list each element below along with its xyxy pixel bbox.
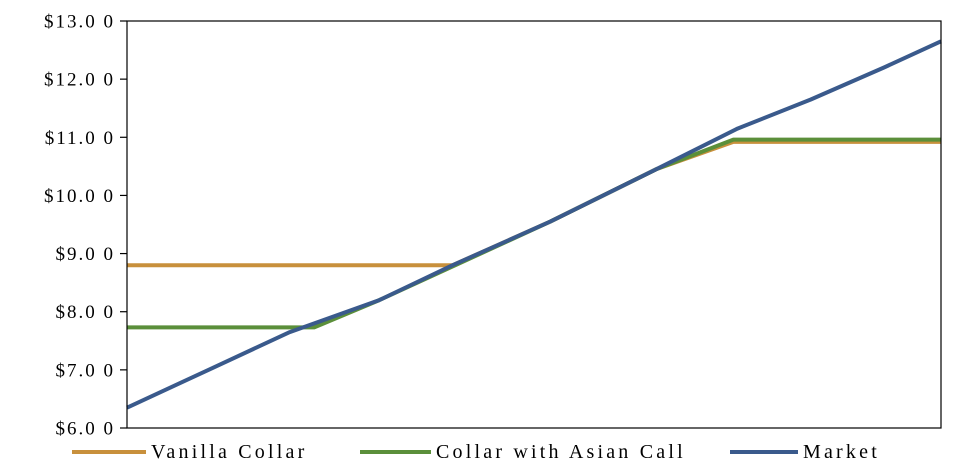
- y-tick-label: $7.0 0: [56, 360, 116, 381]
- legend-label-collar-with-asian-call: Collar with Asian Call: [436, 441, 686, 463]
- y-tick-label: $9.0 0: [56, 244, 116, 265]
- series-lines: [126, 39, 942, 410]
- series-line-market: [126, 39, 942, 410]
- y-axis-ticks: $6.0 0 $7.0 0 $8.0 0 $9.0 0 $10.0 0 $11.0 0 $1…: [44, 12, 127, 440]
- plot-area-frame: [126, 20, 942, 429]
- y-tick-label: $10.0 0: [44, 186, 115, 207]
- legend-label-market: Market: [803, 441, 880, 463]
- legend-label-vanilla-collar: Vanilla Collar: [151, 441, 307, 463]
- legend: Vanilla Collar Collar with Asian Call Mark…: [72, 441, 880, 463]
- series-line-collar-with-asian-call: [127, 137, 941, 330]
- y-tick-label: $12.0 0: [44, 70, 115, 91]
- y-tick-label: $6.0 0: [56, 419, 116, 440]
- y-tick-label: $13.0 0: [44, 12, 115, 33]
- y-tick-label: $11.0 0: [45, 128, 115, 149]
- series-line-vanilla-collar: [127, 139, 941, 268]
- y-tick-label: $8.0 0: [56, 302, 116, 323]
